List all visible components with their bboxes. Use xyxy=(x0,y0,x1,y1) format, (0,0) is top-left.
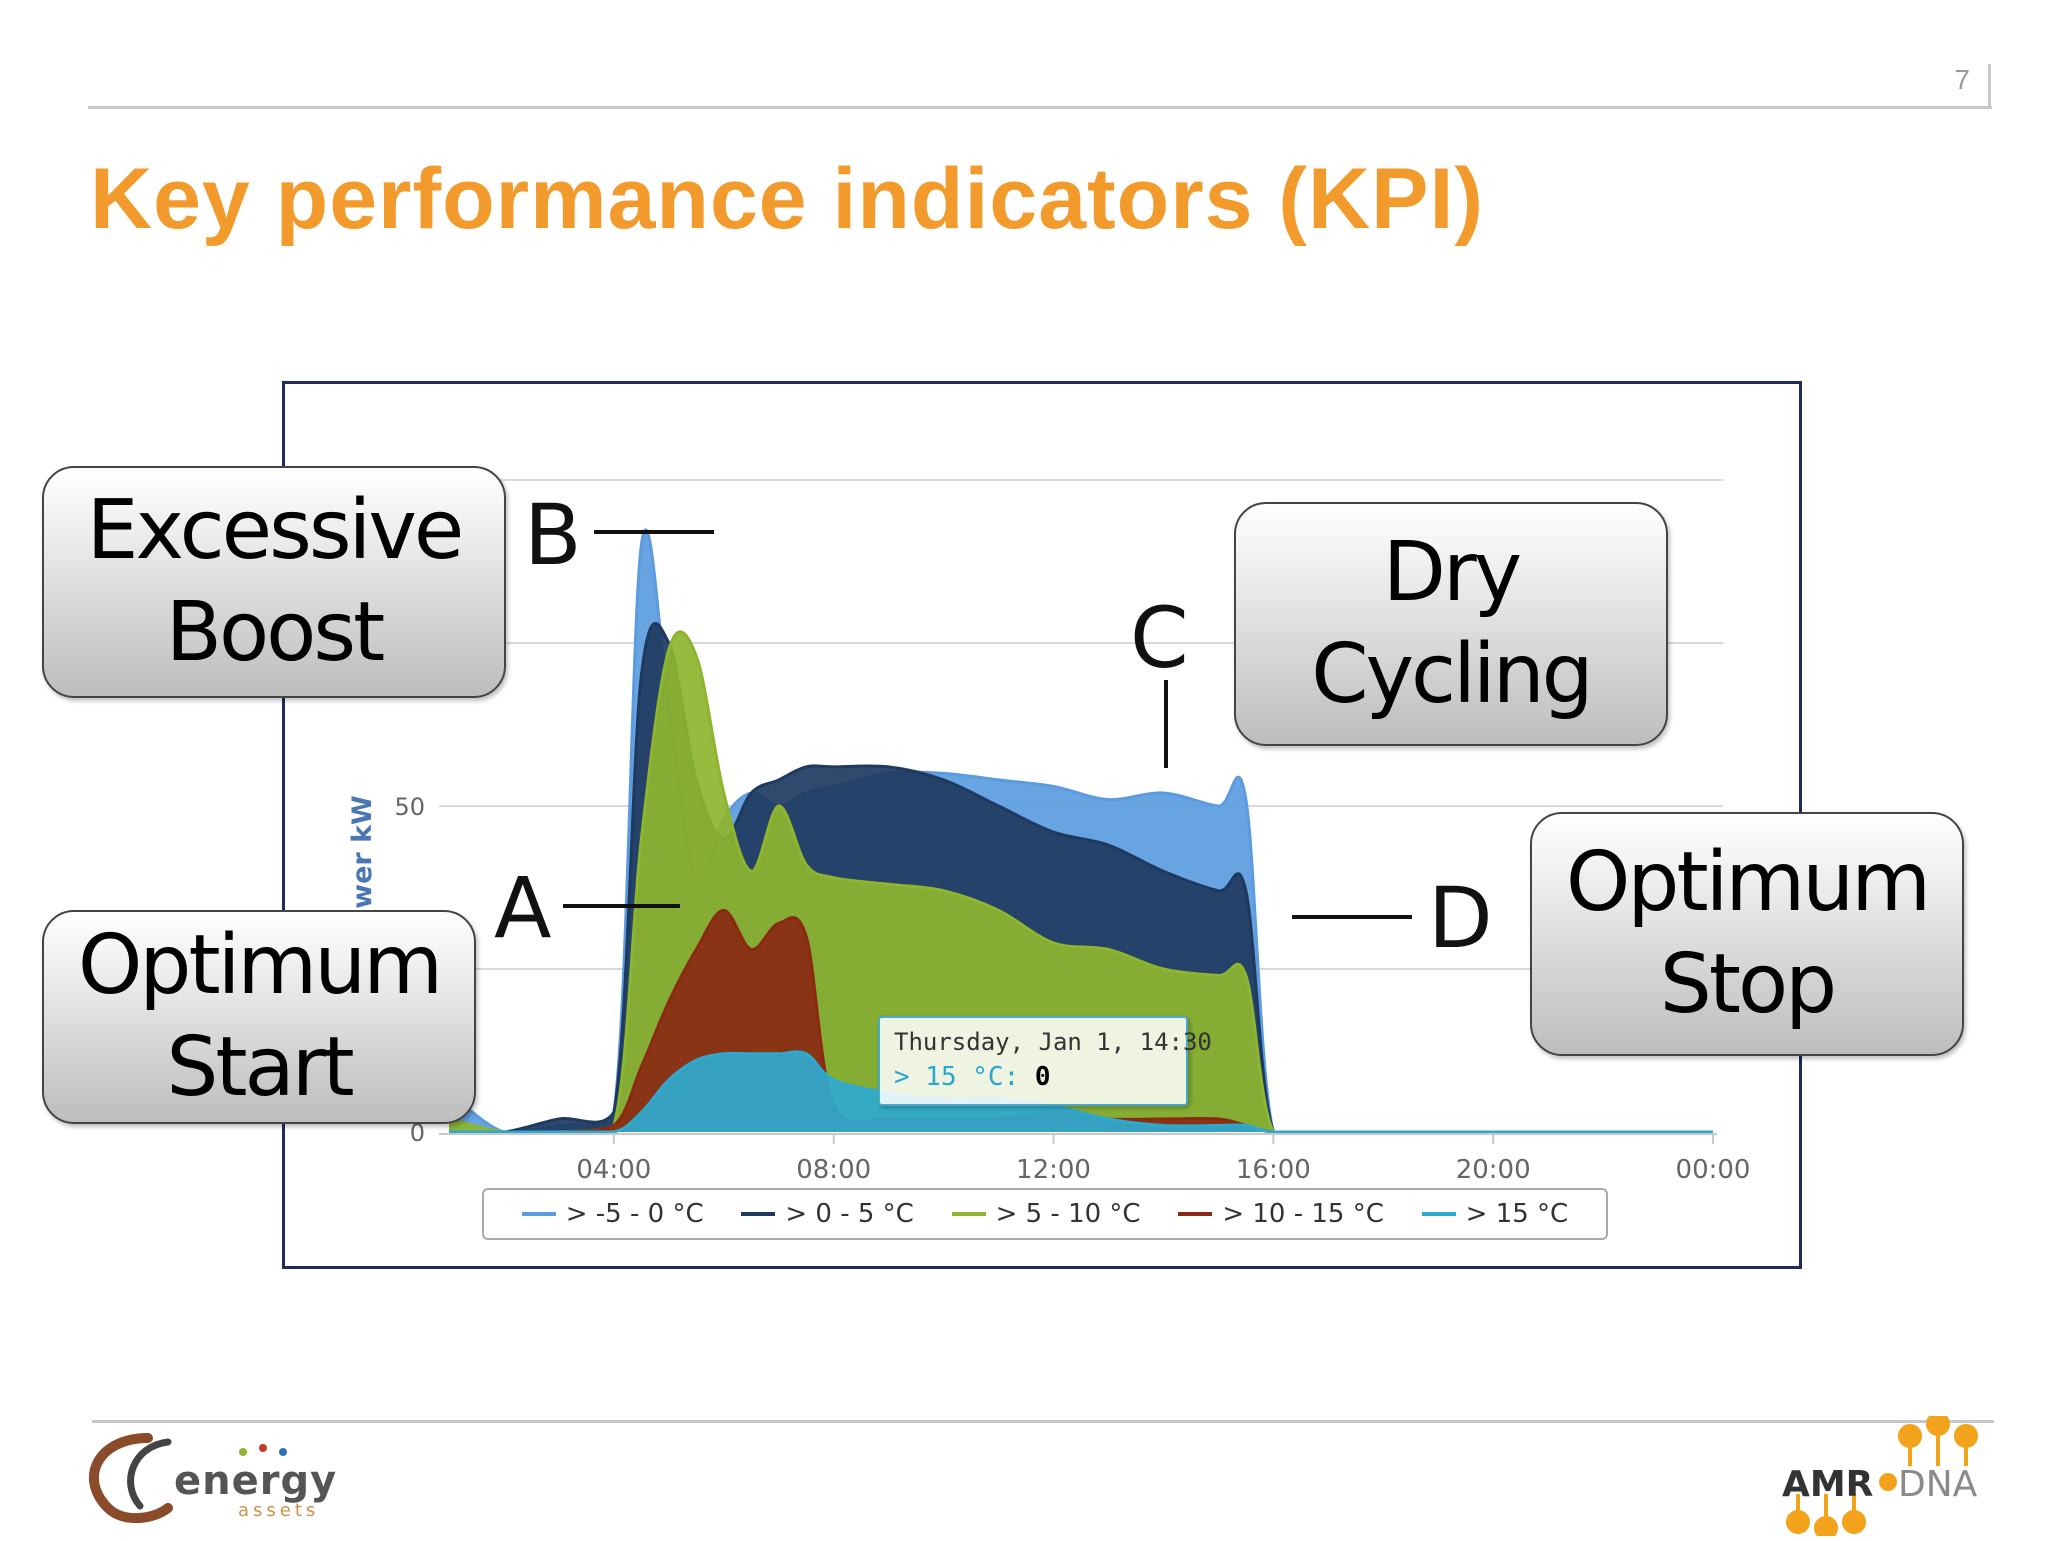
x-tick-label: 20:00 xyxy=(1456,1155,1531,1185)
callout-optimum-stop-line2: Stop xyxy=(1659,937,1837,1032)
energy-assets-logo-icon: energy assets xyxy=(88,1433,337,1524)
legend-label: > 10 - 15 °C xyxy=(1222,1199,1384,1229)
slide-number: 7 xyxy=(1954,64,1970,95)
bottom-rule xyxy=(92,1420,1994,1423)
legend-swatch xyxy=(951,1212,986,1216)
callout-dry-cycling-line2: Cycling xyxy=(1311,627,1593,722)
legend-swatch xyxy=(741,1212,776,1216)
callout-optimum-stop: Optimum Stop xyxy=(1530,812,1964,1056)
amr-dna-logo: AMR DNA xyxy=(1780,1412,2000,1541)
tooltip-date: Thursday, Jan 1, 14:30 xyxy=(894,1028,1212,1056)
tooltip-line: > 15 °C: 0 xyxy=(894,1062,1051,1092)
legend-item[interactable]: > -5 - 0 °C xyxy=(521,1199,704,1229)
legend-swatch xyxy=(1421,1212,1456,1216)
tooltip-value: 0 xyxy=(1034,1062,1051,1092)
top-rule-tick xyxy=(1988,64,1991,109)
x-tick-label: 04:00 xyxy=(576,1155,651,1185)
legend-item[interactable]: > 10 - 15 °C xyxy=(1178,1199,1384,1229)
legend-label: > -5 - 0 °C xyxy=(565,1199,704,1229)
x-tick-label: 00:00 xyxy=(1676,1155,1751,1185)
area-series-5 xyxy=(449,1051,1713,1132)
legend-swatch xyxy=(521,1212,556,1216)
chart-tooltip: Thursday, Jan 1, 14:30 > 15 °C: 0 xyxy=(878,1016,1212,1106)
callout-optimum-start-line1: Optimum xyxy=(77,918,443,1013)
callout-dry-cycling-line1: Dry xyxy=(1382,525,1522,620)
x-tick-label: 12:00 xyxy=(1016,1155,1091,1185)
marker-a: A xyxy=(494,859,552,957)
y-tick-label: 50 xyxy=(394,793,425,821)
slide-title: Key performance indicators (KPI) xyxy=(90,151,1485,247)
chart-areas xyxy=(448,528,1714,1134)
legend-item[interactable]: > 0 - 5 °C xyxy=(741,1199,914,1229)
logo-left-sub: assets xyxy=(238,1500,319,1521)
energy-assets-logo: energy assets xyxy=(78,1428,338,1533)
marker-d: D xyxy=(1428,869,1493,967)
callout-dry-cycling: Dry Cycling xyxy=(1234,502,1668,746)
callout-optimum-start: Optimum Start xyxy=(42,910,476,1124)
line-series-2 xyxy=(448,621,1714,1134)
x-tick-label: 16:00 xyxy=(1236,1155,1311,1185)
callout-optimum-start-line2: Start xyxy=(166,1020,354,1115)
line-series-3 xyxy=(448,630,1714,1134)
callout-optimum-stop-line1: Optimum xyxy=(1565,835,1931,930)
tooltip-series: > 15 °C xyxy=(894,1062,1004,1092)
legend-label: > 0 - 5 °C xyxy=(785,1199,914,1229)
top-rule xyxy=(88,106,1992,109)
logo-right-amr: AMR xyxy=(1782,1464,1873,1505)
callout-excessive-boost-line2: Boost xyxy=(165,585,385,680)
logo-left-word: energy xyxy=(174,1458,337,1504)
marker-b: B xyxy=(524,486,582,584)
legend-label: > 5 - 10 °C xyxy=(995,1199,1141,1229)
marker-c: C xyxy=(1130,589,1189,687)
legend-item[interactable]: > 5 - 10 °C xyxy=(951,1199,1141,1229)
x-tick-label: 08:00 xyxy=(796,1155,871,1185)
logo-right-dna: DNA xyxy=(1898,1464,1978,1505)
y-tick-label: 0 xyxy=(410,1119,425,1147)
legend-label: > 15 °C xyxy=(1465,1199,1569,1229)
callout-excessive-boost-line1: Excessive xyxy=(86,483,465,578)
chart-legend: > -5 - 0 °C > 0 - 5 °C > 5 - 10 °C > 10 - 1… xyxy=(482,1188,1608,1240)
legend-item[interactable]: > 15 °C xyxy=(1421,1199,1569,1229)
amr-dna-logo-icon: AMR DNA xyxy=(1782,1412,1978,1540)
callout-excessive-boost: Excessive Boost xyxy=(42,466,506,698)
legend-swatch xyxy=(1178,1212,1213,1216)
